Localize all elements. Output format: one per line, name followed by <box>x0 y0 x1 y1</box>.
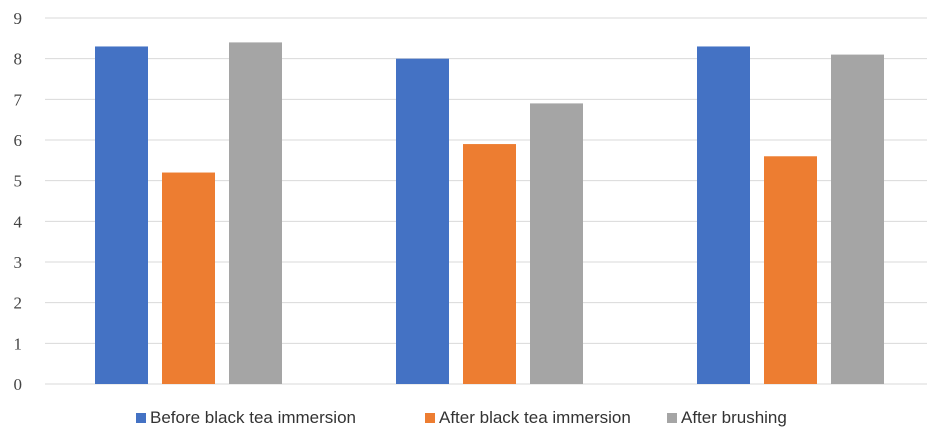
bar-2-3 <box>764 156 817 384</box>
bar-2-1 <box>162 172 215 384</box>
bar-3-1 <box>229 42 282 385</box>
y-tick-label: 2 <box>14 294 23 313</box>
bar-1-1 <box>95 46 148 384</box>
legend-label: Before black tea immersion <box>150 408 356 427</box>
legend-label: After brushing <box>681 408 787 427</box>
y-tick-label: 0 <box>14 375 23 394</box>
legend-swatch <box>667 413 677 423</box>
bar-3-3 <box>831 54 884 384</box>
bar-2-2 <box>463 144 516 384</box>
y-tick-label: 4 <box>14 212 23 231</box>
legend-swatch <box>425 413 435 423</box>
legend: Before black tea immersion After black te… <box>136 408 787 427</box>
y-tick-label: 6 <box>14 131 23 150</box>
y-tick-label: 7 <box>14 90 23 109</box>
legend-label: After black tea immersion <box>439 408 631 427</box>
y-tick-label: 1 <box>14 334 23 353</box>
bar-3-2 <box>530 103 583 385</box>
bars <box>95 42 884 385</box>
bar-1-2 <box>396 58 449 385</box>
bar-1-3 <box>697 46 750 384</box>
y-tick-label: 9 <box>14 9 23 28</box>
y-tick-label: 5 <box>14 172 23 191</box>
y-tick-label: 3 <box>14 253 23 272</box>
y-tick-label: 8 <box>14 50 23 69</box>
legend-swatch <box>136 413 146 423</box>
y-axis-ticks: 0 1 2 3 4 5 6 7 8 9 <box>14 9 23 394</box>
